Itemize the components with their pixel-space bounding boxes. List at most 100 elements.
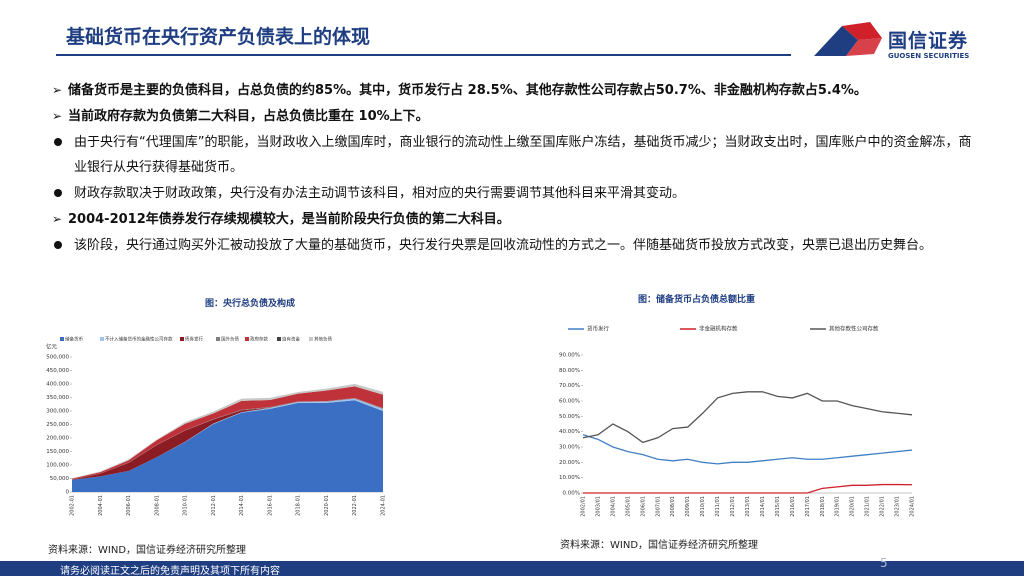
x-tick-label: 2006/01 <box>640 496 646 517</box>
x-tick-label: 2018-01 <box>296 495 302 516</box>
x-tick-label: 2010-01 <box>183 495 189 516</box>
title-rule <box>56 54 791 56</box>
x-tick-label: 2002/01 <box>581 496 587 517</box>
y-tick-label: 70.00% <box>559 383 580 389</box>
bullet: 当前政府存款为负债第二大科目，占总负债比重在 10%上下。 <box>52 104 982 129</box>
logo-name: 国信证券 <box>888 30 969 52</box>
line <box>583 483 913 494</box>
x-tick-label: 2020/01 <box>850 496 856 517</box>
legend-label: 债券发行 <box>185 336 203 343</box>
y-tick-label: 60.00% <box>559 399 580 405</box>
line <box>582 391 913 444</box>
x-tick-label: 2011/01 <box>715 496 721 517</box>
legend-label: 其他负债 <box>314 336 332 343</box>
y-tick-label: 80.00% <box>559 368 580 374</box>
legend-label: 非金融机构存款 <box>699 325 738 333</box>
y-tick-label: 20.00% <box>559 460 580 466</box>
x-tick-label: 2008/01 <box>670 496 676 517</box>
legend-label: 其他存款性公司存款 <box>829 325 879 333</box>
legend-label: 国外负债 <box>221 336 239 343</box>
footer-bar <box>0 561 1024 576</box>
area <box>72 386 383 480</box>
x-tick-label: 2002-01 <box>70 495 76 516</box>
page-number: 5 <box>880 556 888 570</box>
y-tick-label: 100,000 <box>46 463 69 469</box>
legend-label: 货币发行 <box>587 325 610 333</box>
bullet: 财政存款取决于财政政策，央行没有办法主动调节该科目，相对应的央行需要调节其他科目… <box>52 181 982 206</box>
x-tick-label: 2012-01 <box>211 495 217 516</box>
x-tick-label: 2023/01 <box>895 496 901 517</box>
line <box>582 434 913 465</box>
x-tick-label: 2022/01 <box>880 496 886 517</box>
chart: 0.00% 10.00% 20.00% 30.00% 40.00% 50.00% 60.00… <box>559 325 916 517</box>
y-tick-label: 0.00% <box>563 491 580 497</box>
x-tick-label: 2021/01 <box>865 496 871 517</box>
y-tick-label: 10.00% <box>559 475 580 481</box>
area <box>72 398 383 480</box>
logo-en: GUOSEN SECURITIES <box>888 52 970 60</box>
x-tick-label: 2009/01 <box>685 496 691 517</box>
legend-swatch <box>245 337 249 341</box>
y-tick-label: 250,000 <box>46 422 69 428</box>
y-tick-label: 350,000 <box>46 395 69 401</box>
area <box>72 400 383 492</box>
chart-title: 图：储备货币占负债总额比重 <box>638 295 756 305</box>
y-tick-label: 500,000 <box>46 355 69 361</box>
x-tick-label: 2017/01 <box>805 496 811 517</box>
chart: 0 50,000 100,000 150,000 200,000 250,000 300,0… <box>46 336 387 516</box>
legend-swatch <box>277 337 281 341</box>
y-tick-label: 200,000 <box>46 436 69 442</box>
x-tick-label: 2015/01 <box>775 496 781 517</box>
legend-label: 储备货币 <box>65 336 83 343</box>
y-tick-label: 90.00% <box>559 353 580 359</box>
legend-label: 自有资金 <box>282 336 300 343</box>
x-tick-label: 2004-01 <box>98 495 104 516</box>
x-tick-label: 2006-01 <box>126 495 132 516</box>
bullet: 2004-2012年债券发行存续规模较大，是当前阶段央行负债的第二大科目。 <box>52 207 982 232</box>
legend-label: 政府存款 <box>250 336 268 343</box>
legend-swatch <box>60 337 64 341</box>
chart-title: 图：央行总负债及构成 <box>205 299 296 309</box>
x-tick-label: 2019/01 <box>835 496 841 517</box>
x-tick-label: 2024/01 <box>910 496 916 517</box>
x-tick-label: 2014-01 <box>239 495 245 516</box>
legend-swatch <box>180 337 184 341</box>
y-tick-label: 40.00% <box>559 429 580 435</box>
x-tick-label: 2016/01 <box>790 496 796 517</box>
legend-swatch <box>100 337 104 341</box>
x-tick-label: 2012/01 <box>730 496 736 517</box>
x-tick-label: 2020-01 <box>324 495 330 516</box>
y-tick-label: 50,000 <box>50 476 70 482</box>
y-tick-label: 450,000 <box>46 368 69 374</box>
slide-title: 基础货币在央行资产负债表上的体现 <box>66 26 371 48</box>
x-tick-label: 2022-01 <box>352 495 358 516</box>
bullet: 由于央行有“代理国库”的职能，当财政收入上缴国库时，商业银行的流动性上缴至国库账… <box>52 130 982 180</box>
x-tick-label: 2016-01 <box>267 495 273 516</box>
y-axis-label: 亿元 <box>46 343 58 351</box>
bullet: 该阶段，央行通过购买外汇被动投放了大量的基础货币，央行发行央票是回收流动性的方式… <box>52 233 982 258</box>
x-tick-label: 2013/01 <box>745 496 751 517</box>
x-tick-label: 2010/01 <box>700 496 706 517</box>
y-tick-label: 400,000 <box>46 382 69 388</box>
x-tick-label: 2005/01 <box>625 496 631 517</box>
y-tick-label: 30.00% <box>559 445 580 451</box>
legend-label: 不计入储备货币的金融性公司存款 <box>105 336 173 343</box>
source-note: 资料来源：WIND，国信证券经济研究所整理 <box>48 545 247 556</box>
legend-swatch <box>216 337 220 341</box>
x-tick-label: 2018/01 <box>820 496 826 517</box>
x-tick-label: 2014/01 <box>760 496 766 517</box>
logo-mark <box>814 22 882 56</box>
x-tick-label: 2003/01 <box>595 496 601 517</box>
disclaimer: 请务必阅读正文之后的免责声明及其项下所有内容 <box>60 566 280 576</box>
legend-swatch <box>309 337 313 341</box>
y-tick-label: 300,000 <box>46 409 69 415</box>
y-tick-label: 0 <box>66 490 70 496</box>
y-tick-label: 150,000 <box>46 449 69 455</box>
source-note: 资料来源：WIND，国信证券经济研究所整理 <box>560 540 759 551</box>
bullet-list: 储备货币是主要的负债科目，占总负债的约85%。其中，货币发行占 28.5%、其他… <box>52 78 982 259</box>
x-tick-label: 2004/01 <box>610 496 616 517</box>
bullet: 储备货币是主要的负债科目，占总负债的约85%。其中，货币发行占 28.5%、其他… <box>52 78 982 103</box>
y-tick-label: 50.00% <box>559 414 580 420</box>
x-tick-label: 2008-01 <box>154 495 160 516</box>
